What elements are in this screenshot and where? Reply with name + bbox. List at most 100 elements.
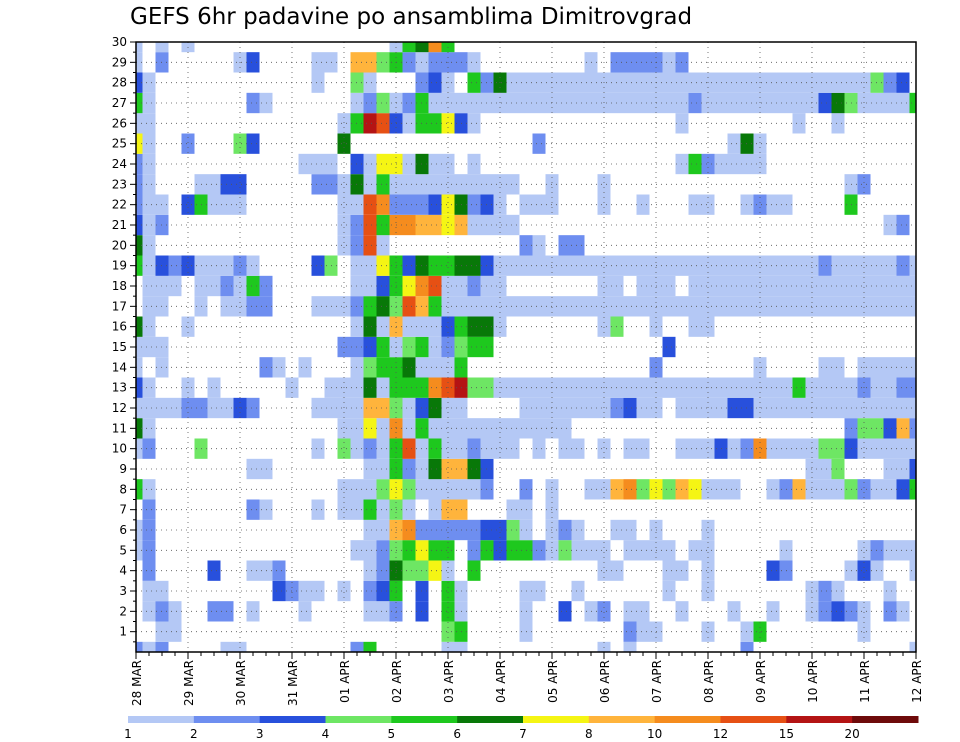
heatmap-cell [441,194,455,215]
heatmap-cell [532,72,546,93]
heatmap-cell [558,92,572,114]
heatmap-cell [558,601,572,622]
y-tick-label: 2 [119,604,127,618]
heatmap-cell [467,418,481,439]
heatmap-cell [363,275,377,297]
heatmap-cell [493,174,507,195]
y-tick-label: 5 [119,543,127,557]
heatmap-cell [337,499,351,520]
heatmap-cell [506,519,520,541]
heatmap-cell [337,235,351,256]
heatmap-cell [142,438,156,459]
heatmap-cell [896,357,910,378]
heatmap-cell [506,72,520,93]
heatmap-cell [831,296,845,317]
heatmap-cell [311,438,325,459]
y-tick-label: 6 [119,523,127,537]
heatmap-cell [363,194,377,215]
heatmap-cell [662,92,676,114]
heatmap-cell [181,255,195,276]
heatmap-cell [298,580,312,602]
heatmap-cell [766,275,780,297]
heatmap-cell [467,113,481,134]
heatmap-cell [402,438,416,459]
colorbar-label: 3 [256,727,264,741]
heatmap-cell [233,255,247,276]
heatmap-cell [688,438,702,459]
heatmap-cell [766,377,780,398]
heatmap-cell [136,194,143,215]
y-tick-label: 3 [119,584,127,598]
heatmap-cell [506,438,520,459]
heatmap-cell [883,580,897,602]
heatmap-cell [207,174,221,195]
heatmap-cell [818,255,832,276]
heatmap-cell [233,296,247,317]
heatmap-cells [136,42,916,652]
heatmap-cell [662,377,676,398]
colorbar-label: 12 [713,727,728,741]
heatmap-cell [896,296,910,317]
heatmap-cell [402,214,416,236]
heatmap-cell [376,560,390,581]
heatmap-cell [766,72,780,93]
y-tick-label: 27 [112,96,127,110]
heatmap-cell [831,377,845,398]
heatmap-cell [909,357,916,378]
heatmap-cell [688,479,702,500]
heatmap-cell [753,255,767,276]
heatmap-cell [311,499,325,520]
heatmap-cell [246,133,260,154]
heatmap-cell [428,275,442,297]
heatmap-cell [246,275,260,297]
heatmap-cell [623,52,637,73]
heatmap-cell [441,540,455,561]
heatmap-cell [376,316,390,337]
heatmap-cell [701,438,715,459]
heatmap-cell [168,255,182,276]
heatmap-cell [207,255,221,276]
heatmap-cell [168,621,182,642]
heatmap-cell [558,72,572,93]
heatmap-cell [428,174,442,195]
heatmap-cell [311,397,325,419]
colorbar-segment [720,716,787,723]
heatmap-cell [532,133,546,154]
heatmap-cell [909,296,916,317]
heatmap-cell [220,641,234,652]
heatmap-cell [727,153,741,175]
heatmap-cell [753,275,767,297]
heatmap-cell [136,336,143,358]
heatmap-cell [766,601,780,622]
heatmap-cell [363,52,377,73]
heatmap-cell [467,72,481,93]
heatmap-cell [467,52,481,73]
colorbar-label: 2 [190,727,198,741]
heatmap-cell [311,580,325,602]
heatmap-cell [376,336,390,358]
heatmap-cell [896,601,910,622]
heatmap-cell [493,519,507,541]
heatmap-cell [376,438,390,459]
heatmap-cell [246,397,260,419]
heatmap-cell [753,194,767,215]
heatmap-cell [142,235,156,256]
heatmap-cell [428,377,442,398]
heatmap-cell [831,479,845,500]
heatmap-cell [428,540,442,561]
heatmap-cell [571,235,585,256]
y-tick-label: 28 [112,76,127,90]
heatmap-cell [363,377,377,398]
heatmap-cell [818,275,832,297]
heatmap-cell [883,479,897,500]
heatmap-cell [142,397,156,419]
heatmap-cell [467,560,481,581]
heatmap-cell [857,560,871,581]
heatmap-cell [688,275,702,297]
heatmap-cell [701,560,715,581]
heatmap-cell [298,357,312,378]
heatmap-cell [428,72,442,93]
heatmap-cell [168,397,182,419]
heatmap-cell [363,418,377,439]
